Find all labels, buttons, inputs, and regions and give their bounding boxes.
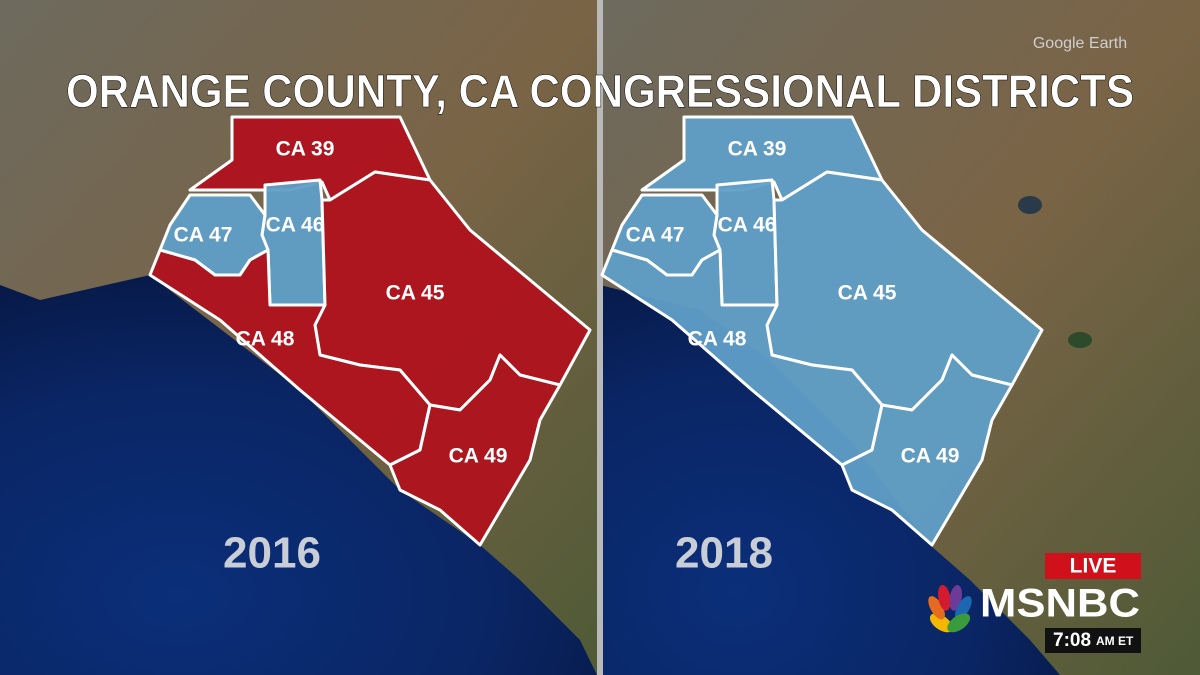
live-box [1045, 553, 1141, 579]
time-suffix: AM ET [1096, 634, 1134, 648]
district-label: CA 47 [626, 224, 685, 247]
district [640, 115, 884, 202]
year-label: 2016 [223, 529, 321, 578]
district-label: CA 45 [386, 282, 445, 305]
network-bug: LIVE MSNBC 7:08 AM ET [928, 553, 1141, 653]
district [712, 178, 779, 307]
district-label: CA 49 [449, 445, 508, 468]
district-label: CA 46 [718, 214, 777, 237]
network-name: MSNBC [980, 582, 1140, 626]
district [840, 353, 1014, 547]
time-box [1045, 628, 1141, 653]
time: 7:08 [1053, 630, 1091, 651]
district-label: CA 39 [276, 138, 335, 161]
district-label: CA 39 [728, 138, 787, 161]
district-map: CA 39 CA 46 CA 47 CA 45 CA 48 CA 49 2018 [600, 115, 1044, 578]
district-label: CA 45 [838, 282, 897, 305]
title: ORANGE COUNTY, CA CONGRESSIONAL DISTRICT… [66, 65, 1134, 117]
watermark: Google Earth [1033, 35, 1127, 52]
district-label: CA 47 [174, 224, 233, 247]
district-label: CA 49 [901, 445, 960, 468]
district-label: CA 48 [688, 328, 747, 351]
district-label: CA 46 [266, 214, 325, 237]
live-label: LIVE [1070, 555, 1117, 578]
district-map: CA 39 CA 46 CA 47 CA 45 CA 48 CA 49 2016 [148, 115, 592, 578]
district [148, 248, 432, 467]
district [188, 115, 432, 202]
district [600, 248, 884, 467]
peacock-logo [928, 585, 972, 633]
divider [597, 0, 603, 675]
district [388, 353, 562, 547]
district-label: CA 48 [236, 328, 295, 351]
year-label: 2018 [675, 529, 773, 578]
district [260, 178, 327, 307]
